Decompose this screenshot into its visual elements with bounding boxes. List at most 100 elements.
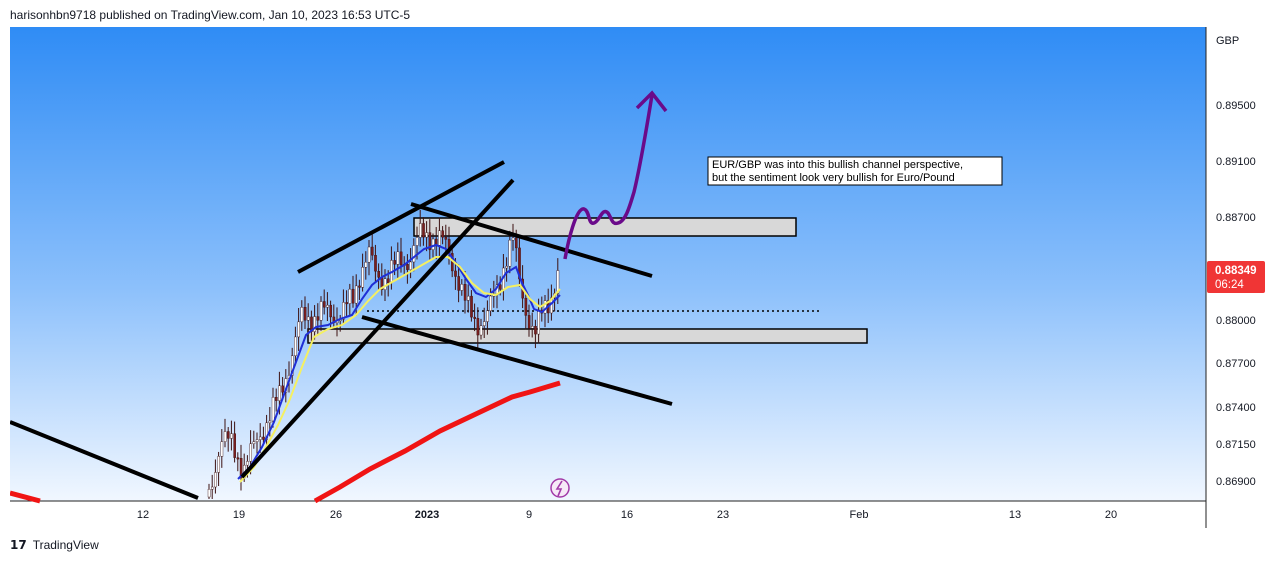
candle-body [409, 261, 413, 270]
candle-body [419, 223, 422, 238]
candle-body [265, 422, 269, 440]
candle-body [438, 230, 441, 246]
candle-body [387, 278, 390, 284]
x-tick-label: 20 [1105, 509, 1117, 521]
candle-body [431, 238, 435, 250]
candle-body [489, 295, 493, 312]
y-tick-label: 0.89100 [1216, 156, 1256, 168]
candle-body [534, 326, 537, 335]
candle-body [473, 316, 477, 319]
candle-body [268, 420, 272, 424]
candle-body [217, 456, 221, 473]
candle-body [508, 239, 512, 267]
candle-body [425, 232, 429, 238]
candle-body [371, 246, 374, 256]
x-tick-label: 12 [137, 509, 149, 521]
candle-body [236, 457, 240, 460]
candle-body [358, 285, 361, 288]
last-price-value: 0.88349 [1215, 265, 1257, 277]
candle-body [463, 284, 467, 301]
candle-body [210, 486, 214, 490]
candle-body [396, 251, 400, 265]
candle-body [444, 237, 448, 240]
candle-body [249, 443, 253, 462]
candle-body [479, 325, 483, 336]
candle-body [233, 433, 237, 458]
candle-body [239, 458, 243, 479]
candle-body [258, 436, 262, 440]
footer: 17 TradingView [10, 538, 99, 552]
candle-body [230, 433, 233, 439]
candle-body [505, 266, 509, 269]
annotation-line-1: EUR/GBP was into this bullish channel pe… [712, 159, 963, 171]
candle-body [428, 232, 432, 250]
y-tick-label: 0.89500 [1216, 100, 1256, 112]
annotation-line-2: but the sentiment look very bullish for … [712, 172, 955, 184]
candle-body [207, 489, 211, 498]
candle-body [406, 264, 409, 270]
y-tick-label: 0.87400 [1216, 402, 1256, 414]
candle-body [342, 302, 345, 320]
candle-body [399, 251, 403, 266]
y-tick-label: 0.88000 [1216, 315, 1256, 327]
bullish-projection-path [563, 94, 654, 260]
candle-body [281, 385, 285, 393]
time-axis-panel [10, 501, 1206, 528]
candle-body [278, 385, 281, 401]
long-ma-line [313, 380, 561, 504]
candle-body [262, 436, 265, 440]
y-tick-label: 0.86900 [1216, 476, 1256, 488]
candle-body [246, 461, 249, 466]
annotation-box [707, 156, 1003, 186]
candle-body [531, 326, 534, 329]
candle-body [524, 297, 528, 316]
candle-body [316, 316, 320, 321]
candle-body [415, 237, 419, 246]
candle-body [223, 431, 227, 442]
candle-body [275, 397, 278, 401]
candle-body [383, 278, 387, 290]
x-tick-label: 19 [233, 509, 245, 521]
candle-body [319, 301, 323, 321]
candle-body [511, 237, 515, 241]
x-tick-label: 26 [330, 509, 342, 521]
candle-body [460, 284, 464, 291]
candle-body [300, 307, 304, 323]
candle-body [470, 295, 473, 318]
left-trend-lines [10, 420, 199, 504]
candle-body [377, 271, 381, 278]
candle-body [255, 439, 259, 442]
x-axis-ticks: 12 19 26 2023 9 16 23 Feb 13 20 [137, 509, 1117, 521]
candle-body [303, 307, 307, 321]
x-tick-label: Feb [850, 509, 869, 521]
candle-body [214, 472, 217, 488]
candle-body [294, 336, 297, 357]
alert-icon[interactable] [550, 478, 570, 498]
candle-body [326, 304, 329, 308]
candle-body [226, 431, 230, 439]
x-tick-label: 23 [717, 509, 729, 521]
candle-body [476, 318, 480, 336]
candle-body [329, 304, 333, 318]
price-chart[interactable]: GBP 0.895000.891000.887000.880000.877000… [10, 27, 1270, 528]
support-zone [307, 328, 868, 344]
ema-fast-line [237, 243, 561, 480]
projection-arrowhead [635, 90, 668, 113]
last-price-badge: 0.88349 06:24 [1207, 261, 1265, 293]
candle-body [297, 321, 301, 338]
candle-body [323, 301, 326, 308]
x-tick-label: 9 [526, 509, 532, 521]
ema-slow-line [239, 256, 561, 483]
candle-body [457, 276, 461, 291]
candle-body [441, 230, 445, 238]
candle-body [483, 321, 486, 326]
candle-body [291, 355, 294, 376]
y-tick-label: 0.87150 [1216, 439, 1256, 451]
bar-countdown: 06:24 [1215, 279, 1244, 291]
candle-body [351, 288, 355, 304]
publish-info: harisonhbn9718 published on TradingView.… [10, 8, 411, 22]
candle-body [467, 295, 470, 301]
candle-body [393, 260, 397, 265]
candle-body [361, 267, 365, 288]
candle-body [374, 255, 377, 272]
